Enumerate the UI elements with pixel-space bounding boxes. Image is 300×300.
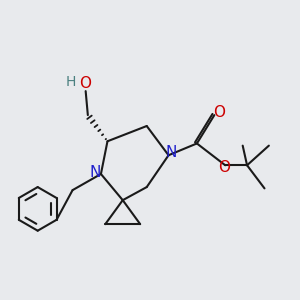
Text: O: O (218, 160, 230, 175)
Text: N: N (90, 165, 101, 180)
Text: N: N (165, 145, 176, 160)
Text: H: H (66, 74, 76, 88)
Text: O: O (213, 104, 225, 119)
Text: O: O (79, 76, 91, 91)
